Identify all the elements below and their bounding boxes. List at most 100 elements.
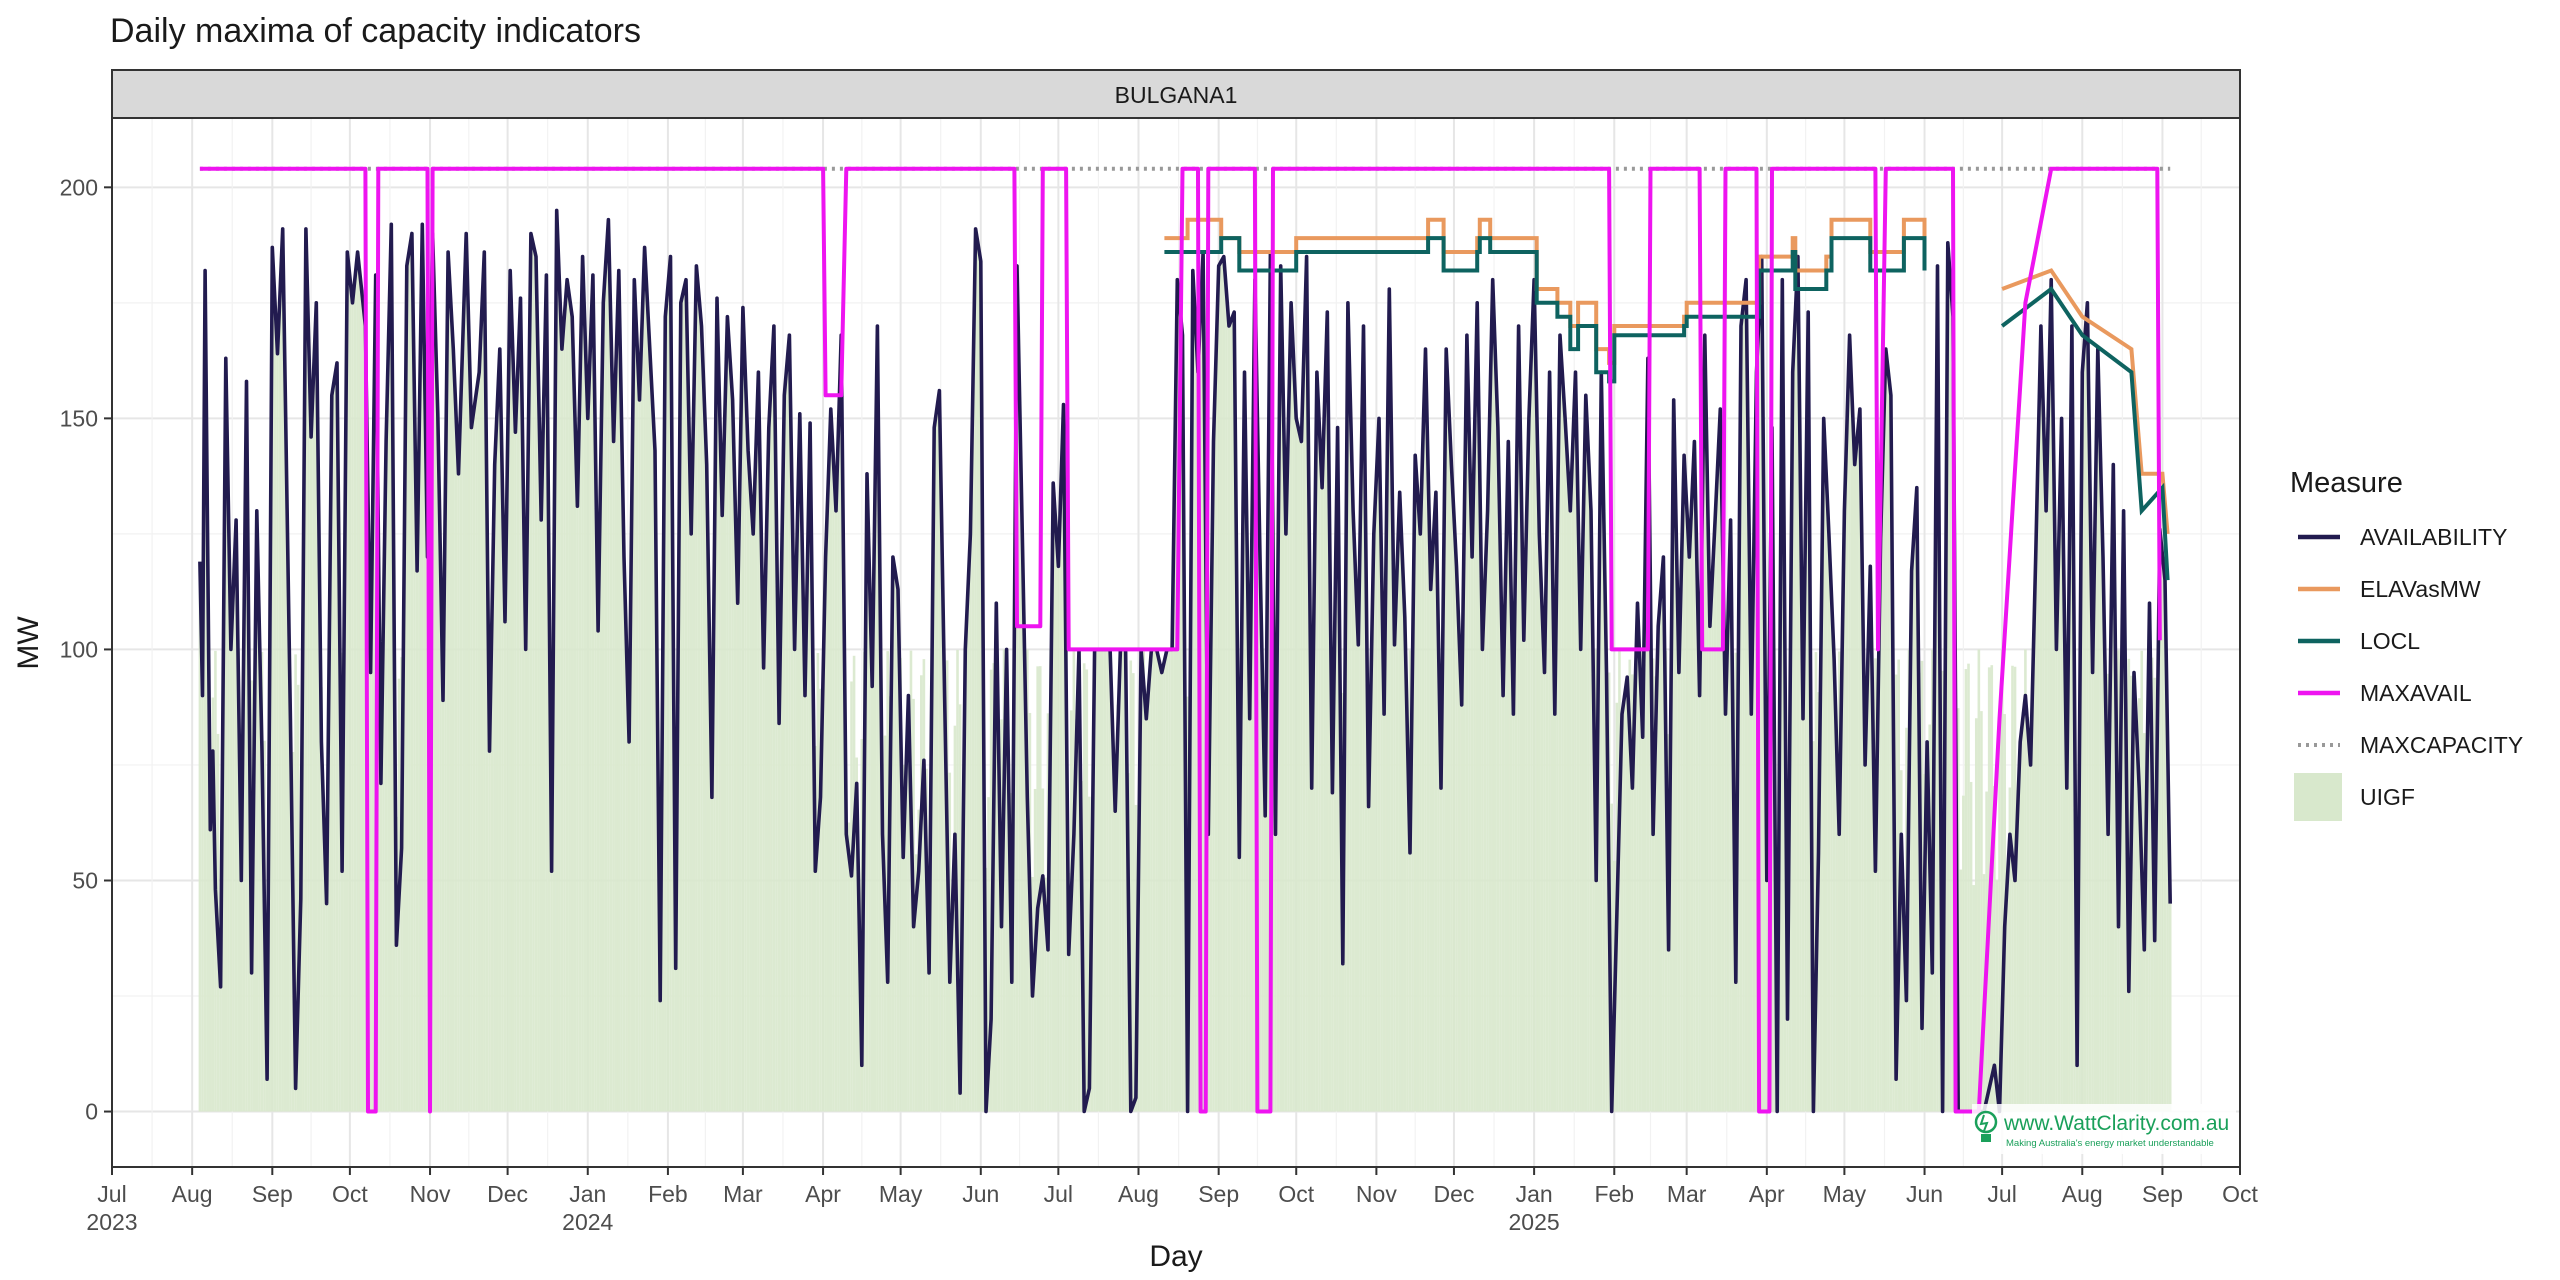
- uigf-bar: [1426, 469, 1430, 1112]
- uigf-bar: [1463, 520, 1466, 1112]
- uigf-bar: [1843, 510, 1846, 1112]
- uigf-bar: [462, 313, 465, 1112]
- uigf-bar: [1584, 395, 1588, 1112]
- uigf-bar: [2055, 649, 2058, 1112]
- y-tick-label: 0: [85, 1099, 98, 1125]
- uigf-bar: [994, 603, 998, 1112]
- uigf-bar: [762, 667, 765, 1112]
- x-tick-label: Jan: [1516, 1181, 1553, 1207]
- uigf-bar: [252, 741, 256, 1112]
- uigf-bar: [389, 224, 393, 1112]
- uigf-bar: [281, 228, 284, 1112]
- uigf-bar: [1569, 510, 1572, 1112]
- uigf-bar: [780, 559, 783, 1112]
- uigf-bar: [1266, 533, 1270, 1112]
- uigf-bar: [317, 522, 321, 1112]
- uigf-bar: [1822, 418, 1826, 1112]
- uigf-bar: [2047, 395, 2050, 1112]
- uigf-bar: [1853, 464, 1857, 1112]
- x-tick-label: Mar: [723, 1181, 763, 1207]
- uigf-bar: [847, 822, 851, 1112]
- y-tick-label: 150: [60, 405, 98, 431]
- uigf-bar: [2132, 672, 2136, 1112]
- uigf-bar: [790, 492, 794, 1112]
- uigf-bar: [1750, 714, 1753, 1112]
- uigf-bar: [1344, 633, 1347, 1112]
- uigf-bar: [1307, 522, 1311, 1112]
- uigf-bar: [1563, 418, 1567, 1112]
- uigf-bar: [901, 764, 905, 1112]
- uigf-bar: [444, 476, 447, 1112]
- uigf-bar: [640, 323, 644, 1112]
- uigf-bar: [664, 316, 667, 1112]
- uigf-bar: [2114, 695, 2118, 1112]
- uigf-bar: [408, 249, 411, 1112]
- uigf-bar: [211, 697, 215, 1112]
- uigf-bar: [1147, 684, 1151, 1112]
- uigf-bar: [814, 745, 817, 1112]
- uigf-bar: [296, 684, 300, 1112]
- uigf-bar: [405, 265, 409, 1112]
- uigf-bar: [1830, 596, 1833, 1112]
- uigf-bar: [2008, 787, 2012, 1112]
- uigf-bar: [1287, 418, 1290, 1112]
- uigf-bar: [1517, 325, 1520, 1112]
- uigf-bar: [558, 279, 561, 1112]
- uigf-bar: [1861, 587, 1864, 1112]
- uigf-bar: [208, 829, 212, 1112]
- uigf-bar: [2031, 660, 2035, 1112]
- uigf-bar: [294, 654, 297, 1112]
- uigf-bar: [1424, 349, 1427, 1112]
- uigf-bar: [1103, 649, 1107, 1112]
- watermark-tagline: Making Australia's energy market underst…: [2006, 1138, 2214, 1149]
- uigf-bar: [1949, 279, 1952, 1112]
- uigf-bar: [1762, 568, 1766, 1112]
- uigf-bar: [459, 393, 463, 1112]
- uigf-bar: [503, 621, 507, 1112]
- uigf-bar: [767, 427, 771, 1112]
- uigf-bar: [1481, 649, 1484, 1112]
- uigf-bar: [1494, 353, 1497, 1112]
- uigf-bar: [775, 524, 778, 1112]
- uigf-bar: [1054, 524, 1058, 1112]
- uigf-bar: [423, 390, 427, 1112]
- uigf-bar: [1695, 568, 1699, 1112]
- x-tick-label: May: [879, 1181, 923, 1207]
- uigf-bar: [1235, 584, 1239, 1112]
- uigf-bar: [420, 224, 424, 1112]
- uigf-bar: [1491, 279, 1495, 1112]
- uigf-bar: [1181, 335, 1184, 1112]
- uigf-bar: [433, 323, 437, 1112]
- uigf-bar: [1858, 409, 1862, 1112]
- uigf-bar: [532, 245, 535, 1112]
- uigf-bar: [239, 737, 243, 1112]
- uigf-bar: [638, 399, 641, 1112]
- uigf-bar: [2096, 349, 2100, 1112]
- uigf-bar: [2145, 776, 2149, 1112]
- uigf-bar: [1331, 756, 1334, 1112]
- uigf-bar: [1450, 464, 1453, 1112]
- x-tick-label: May: [1823, 1181, 1867, 1207]
- uigf-bar: [1372, 533, 1376, 1112]
- uigf-bar: [325, 829, 328, 1112]
- uigf-bar: [1662, 557, 1665, 1112]
- uigf-bar: [1346, 302, 1350, 1112]
- uigf-bar: [1675, 536, 1678, 1112]
- uigf-bar: [819, 688, 822, 1112]
- uigf-bar: [1610, 803, 1613, 1112]
- uigf-bar: [201, 658, 204, 1112]
- uigf-bar: [1359, 485, 1363, 1112]
- uigf-bar: [472, 409, 476, 1112]
- uigf-bar: [1261, 686, 1264, 1112]
- uigf-bar: [227, 503, 230, 1112]
- uigf-bar: [1724, 682, 1727, 1112]
- uigf-bar: [1537, 533, 1541, 1112]
- uigf-bar: [829, 409, 833, 1112]
- uigf-bar: [845, 834, 848, 1112]
- uigf-bar: [997, 764, 1001, 1112]
- x-tick-label: Jun: [1906, 1181, 1943, 1207]
- uigf-bar: [963, 649, 967, 1112]
- uigf-bar: [1380, 566, 1383, 1112]
- uigf-bar: [896, 589, 900, 1112]
- uigf-bar: [1672, 399, 1676, 1112]
